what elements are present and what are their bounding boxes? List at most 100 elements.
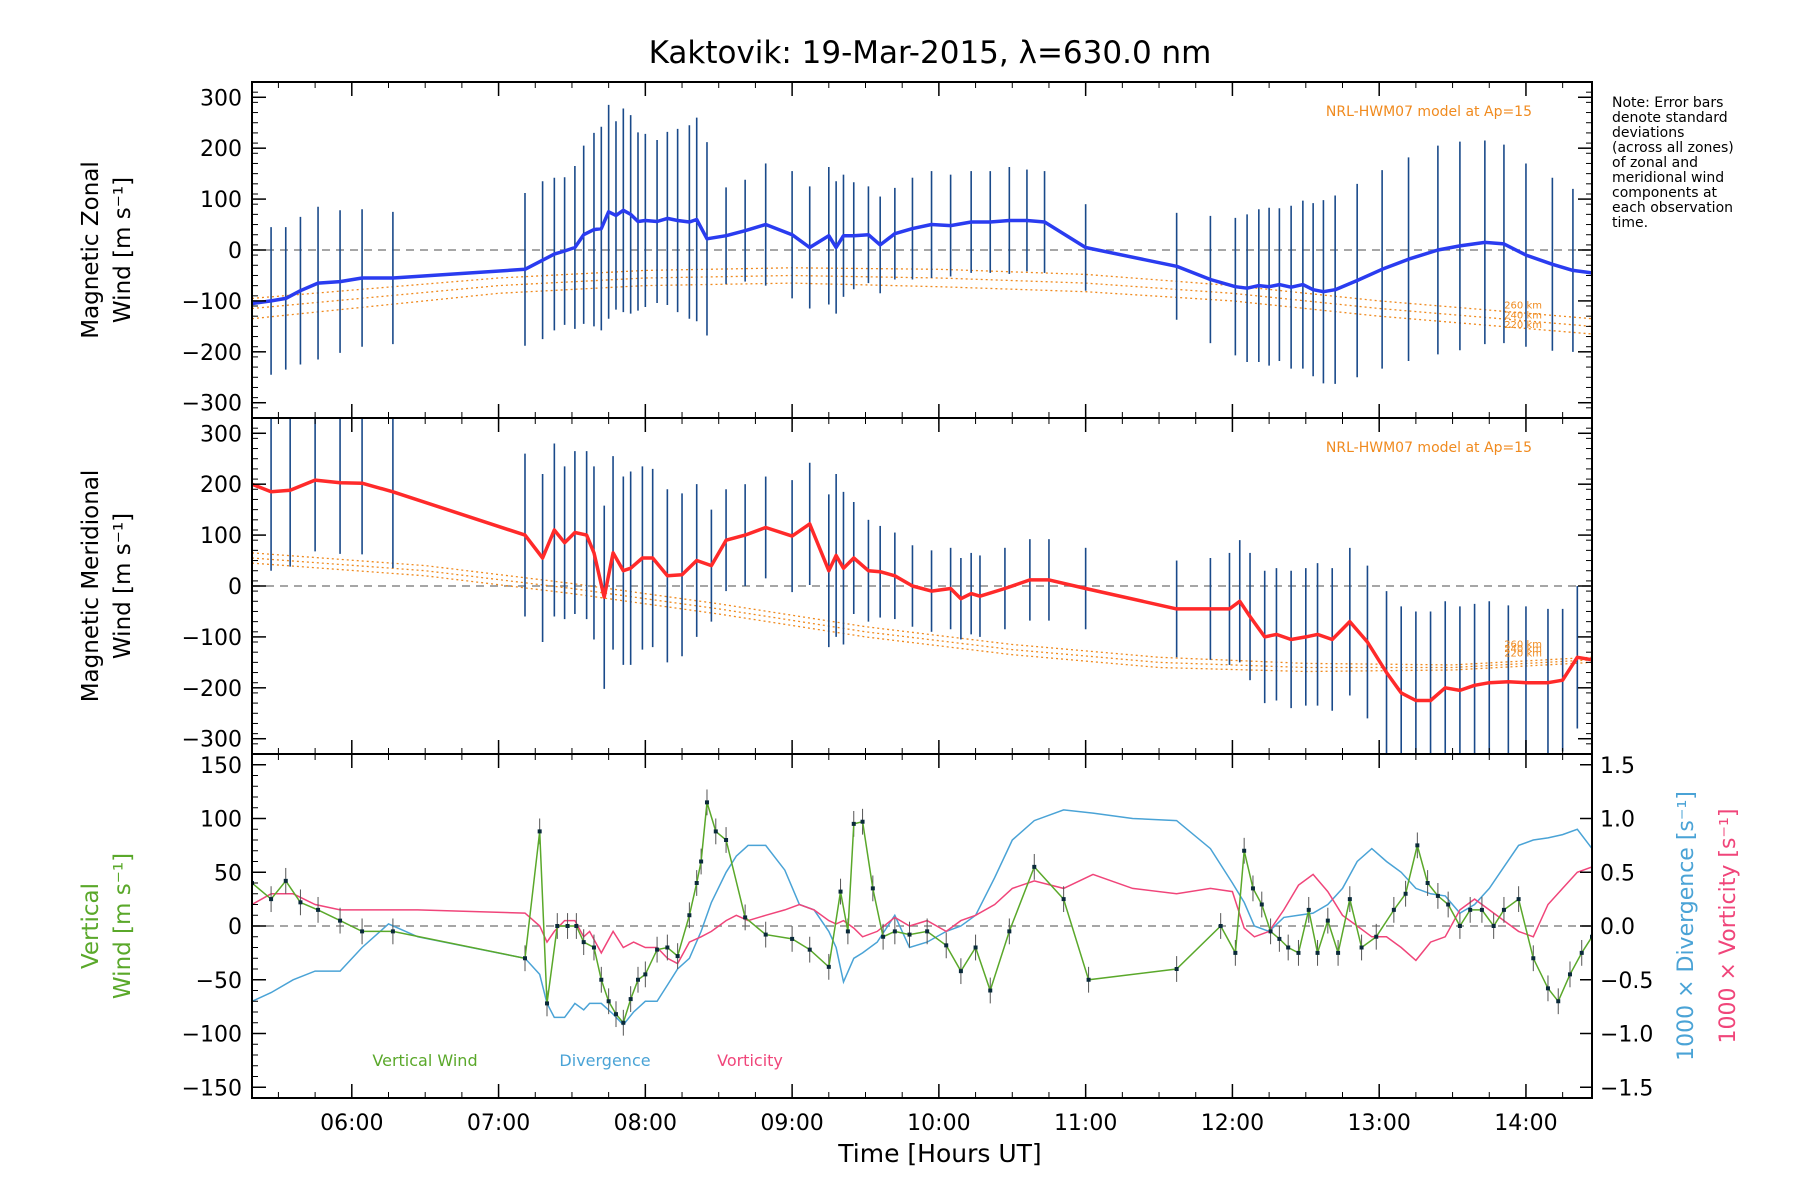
vertical-wind-point <box>851 821 856 826</box>
vertical-wind-point <box>655 947 660 952</box>
y-tick-label: 300 <box>200 86 242 111</box>
y2-tick-label: −0.5 <box>1600 969 1653 994</box>
y-axis-label-line: Wind [m s⁻¹] <box>110 853 136 999</box>
divergence-axis-text: 1000 × Divergence [s⁻¹] <box>1674 791 1699 1061</box>
legend-entry: Vertical Wind <box>372 1051 477 1070</box>
vertical-wind-point <box>1468 907 1473 912</box>
y-axis-label: Magnetic Zonal Wind [m s⁻¹] <box>78 161 136 339</box>
vertical-wind-point <box>807 947 812 952</box>
y-axis-label-line: Magnetic Zonal <box>78 161 104 339</box>
y-tick-label: 0 <box>228 239 242 264</box>
vertical-wind-point <box>675 954 680 959</box>
vertical-wind-line <box>252 802 1592 1025</box>
y2-tick-label: 0.5 <box>1600 861 1635 886</box>
vertical-wind-point <box>613 1012 618 1017</box>
y-tick-label: 0 <box>228 575 242 600</box>
vertical-wind-point <box>1415 843 1420 848</box>
vertical-wind-point <box>687 913 692 918</box>
vertical-wind-point <box>1242 848 1247 853</box>
y-tick-label: −300 <box>182 728 242 753</box>
vertical-wind-point <box>1403 891 1408 896</box>
y2-tick-label: 0.0 <box>1600 915 1635 940</box>
y-tick-label: −200 <box>182 677 242 702</box>
vertical-wind-point <box>892 929 897 934</box>
note-line: of zonal and <box>1612 155 1698 171</box>
y2-tick-label: −1.0 <box>1600 1023 1653 1048</box>
vertical-wind-point <box>1325 918 1330 923</box>
vertical-wind-point <box>1086 977 1091 982</box>
vertical-wind-point <box>790 936 795 941</box>
model-line <box>252 267 1592 320</box>
x-axis-label: Time [Hours UT] <box>837 1139 1041 1168</box>
vertical-wind-point <box>694 881 699 885</box>
vertical-wind-point <box>1277 936 1282 941</box>
model-label: 260 km <box>1504 639 1542 650</box>
vertical-wind-point <box>1233 950 1238 955</box>
note-line: time. <box>1612 215 1648 231</box>
vertical-wind-point <box>574 924 579 928</box>
note-line: denote standard <box>1612 110 1728 126</box>
model-label: 220 km <box>1504 320 1542 331</box>
y-tick-label: 0 <box>228 915 242 940</box>
vertical-wind-point <box>1032 864 1037 869</box>
y-tick-label: 100 <box>200 188 242 213</box>
vertical-wind-point <box>522 956 527 961</box>
vertical-wind-point <box>1359 945 1364 950</box>
vertical-wind-point <box>1218 924 1223 928</box>
y-tick-label: −300 <box>182 392 242 417</box>
y-tick-label: 200 <box>200 137 242 162</box>
model-line <box>252 274 1592 328</box>
vertical-wind-point <box>907 932 912 937</box>
y-tick-label: 200 <box>200 473 242 498</box>
zonal-wind-line <box>252 208 1592 306</box>
y-axis-label-line: Wind [m s⁻¹] <box>110 177 136 323</box>
plot-area <box>252 789 1592 1036</box>
note-text: Note: Error bars denote standard deviati… <box>1612 95 1734 231</box>
vertical-wind-point <box>338 918 343 923</box>
vertical-wind-point <box>1491 924 1496 928</box>
y-tick-label: −50 <box>196 969 242 994</box>
plot-area <box>252 104 1592 385</box>
vertical-wind-point <box>1545 986 1550 991</box>
vertical-wind-point <box>269 897 274 902</box>
vorticity-axis-label: 1000 × Vorticity [s⁻¹] <box>1716 809 1741 1044</box>
y-axis-label: Magnetic Meridional Wind [m s⁻¹] <box>78 470 136 703</box>
vertical-wind-point <box>606 999 611 1004</box>
model-label: 260 km <box>1504 301 1542 312</box>
vertical-wind-point <box>298 900 303 905</box>
vertical-wind-point <box>283 878 288 883</box>
vertical-wind-point <box>958 969 963 974</box>
vorticity-axis-text: 1000 × Vorticity [s⁻¹] <box>1716 809 1741 1044</box>
vertical-wind-point <box>1250 886 1255 891</box>
vertical-wind-point <box>1531 956 1536 961</box>
plot-area <box>252 418 1592 754</box>
model-label: 240 km <box>1504 644 1542 655</box>
vertical-wind-point <box>636 977 641 982</box>
vertical-wind-point <box>713 829 718 834</box>
vertical-wind-point <box>1556 999 1561 1004</box>
note-line: Note: Error bars <box>1612 95 1723 111</box>
vertical-wind-point <box>360 929 365 934</box>
vertical-wind-point <box>1391 907 1396 912</box>
vertical-wind-point <box>826 964 831 969</box>
vertical-wind-point <box>1315 950 1320 955</box>
x-tick-label: 09:00 <box>760 1111 823 1136</box>
vertical-wind-point <box>316 907 321 912</box>
vertical-wind-point <box>881 934 886 939</box>
vertical-wind-point <box>1425 881 1430 885</box>
y-tick-label: 150 <box>200 754 242 779</box>
y-axis-label: Vertical Wind [m s⁻¹] <box>78 853 136 999</box>
vertical-wind-point <box>565 924 570 928</box>
vertical-wind-point <box>944 943 949 948</box>
vertical-wind-point <box>704 800 709 805</box>
model-line <box>252 552 1592 666</box>
y2-tick-label: 1.5 <box>1600 754 1635 779</box>
vertical-wind-point <box>724 838 729 842</box>
vertical-wind-point <box>925 929 930 934</box>
note-line: components at <box>1612 185 1718 201</box>
panel-vertical: Vertical Wind Divergence Vorticity −1.5 −1.0… <box>182 753 1741 1101</box>
legend-entry: Divergence <box>559 1051 650 1070</box>
vertical-wind-point <box>1296 950 1301 955</box>
y-tick-label: 300 <box>200 422 242 447</box>
vertical-wind-point <box>591 945 596 950</box>
